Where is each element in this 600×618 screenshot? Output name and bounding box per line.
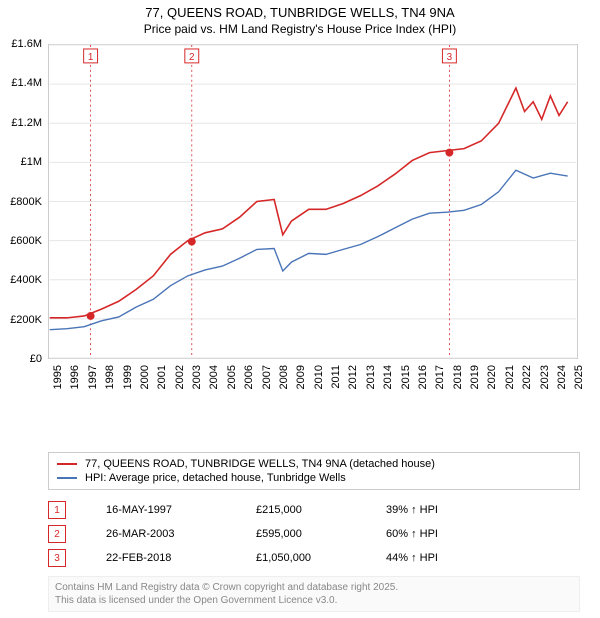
annotation-number-box: 1 [48,501,66,519]
chart-container: 123 £0£200K£400K£600K£800K£1M£1.2M£1.4M£… [0,44,600,444]
footer-line-1: Contains HM Land Registry data © Crown c… [55,581,573,594]
x-tick-label: 2024 [556,365,568,399]
footer-line-2: This data is licensed under the Open Gov… [55,594,573,607]
chart-svg: 1 2 3 [49,45,577,358]
x-tick-label: 1999 [122,365,134,399]
x-tick-label: 2008 [278,365,290,399]
y-tick-label: £1.2M [2,117,42,129]
x-tick-label: 2025 [573,365,585,399]
x-tick-label: 2005 [226,365,238,399]
plot-area: 1 2 3 [48,44,578,359]
x-tick-label: 2000 [139,365,151,399]
x-tick-label: 2022 [521,365,533,399]
annotation-price: £215,000 [256,504,386,516]
series-line [50,170,568,329]
x-tick-label: 2002 [174,365,186,399]
y-tick-label: £0 [2,353,42,365]
attribution-footer: Contains HM Land Registry data © Crown c… [48,576,580,612]
y-tick-label: £1.6M [2,38,42,50]
annotation-percent: 44% ↑ HPI [386,552,506,564]
legend-swatch [57,477,77,479]
y-tick-label: £600K [2,235,42,247]
legend-label: 77, QUEENS ROAD, TUNBRIDGE WELLS, TN4 9N… [85,458,435,470]
series-line [50,88,568,318]
x-tick-label: 2007 [261,365,273,399]
x-tick-label: 2015 [400,365,412,399]
sale-marker [445,149,453,157]
x-tick-label: 1996 [69,365,81,399]
x-tick-label: 2016 [417,365,429,399]
legend-label: HPI: Average price, detached house, Tunb… [85,472,346,484]
legend-item: 77, QUEENS ROAD, TUNBRIDGE WELLS, TN4 9N… [57,457,571,471]
annotation-table: 1 16-MAY-1997£215,00039% ↑ HPI 2 26-MAR-200… [48,498,580,570]
y-tick-label: £200K [2,314,42,326]
x-tick-label: 2011 [330,365,342,399]
x-tick-label: 2004 [208,365,220,399]
annotation-price: £1,050,000 [256,552,386,564]
x-tick-label: 2006 [243,365,255,399]
x-tick-label: 2019 [469,365,481,399]
x-tick-label: 2021 [504,365,516,399]
x-tick-label: 2023 [539,365,551,399]
x-tick-label: 1998 [104,365,116,399]
chart-subtitle: Price paid vs. HM Land Registry's House … [0,22,600,36]
chart-title: 77, QUEENS ROAD, TUNBRIDGE WELLS, TN4 9N… [0,5,600,20]
x-tick-label: 2014 [382,365,394,399]
x-tick-label: 2009 [295,365,307,399]
x-tick-label: 2013 [365,365,377,399]
annotation-percent: 39% ↑ HPI [386,504,506,516]
annotation-row: 2 26-MAR-2003£595,00060% ↑ HPI [48,522,580,546]
x-tick-label: 2010 [313,365,325,399]
x-tick-label: 2020 [486,365,498,399]
annotation-number-box: 3 [48,549,66,567]
svg-text:2: 2 [189,52,195,63]
annotation-row: 3 22-FEB-2018£1,050,00044% ↑ HPI [48,546,580,570]
y-tick-label: £1.4M [2,77,42,89]
annotation-row: 1 16-MAY-1997£215,00039% ↑ HPI [48,498,580,522]
annotation-price: £595,000 [256,528,386,540]
legend: 77, QUEENS ROAD, TUNBRIDGE WELLS, TN4 9N… [48,452,580,490]
annotation-date: 26-MAR-2003 [106,528,256,540]
annotation-date: 22-FEB-2018 [106,552,256,564]
sale-marker [87,312,95,320]
annotation-number-box: 2 [48,525,66,543]
x-tick-label: 2003 [191,365,203,399]
x-tick-label: 1995 [52,365,64,399]
x-tick-label: 2012 [347,365,359,399]
annotation-date: 16-MAY-1997 [106,504,256,516]
x-tick-label: 2001 [156,365,168,399]
legend-swatch [57,463,77,465]
legend-item: HPI: Average price, detached house, Tunb… [57,471,571,485]
sale-marker [188,238,196,246]
x-tick-label: 1997 [87,365,99,399]
svg-text:1: 1 [88,52,94,63]
y-tick-label: £400K [2,274,42,286]
y-tick-label: £800K [2,196,42,208]
x-tick-label: 2018 [452,365,464,399]
annotation-percent: 60% ↑ HPI [386,528,506,540]
x-tick-label: 2017 [434,365,446,399]
svg-text:3: 3 [447,52,453,63]
y-tick-label: £1M [2,156,42,168]
